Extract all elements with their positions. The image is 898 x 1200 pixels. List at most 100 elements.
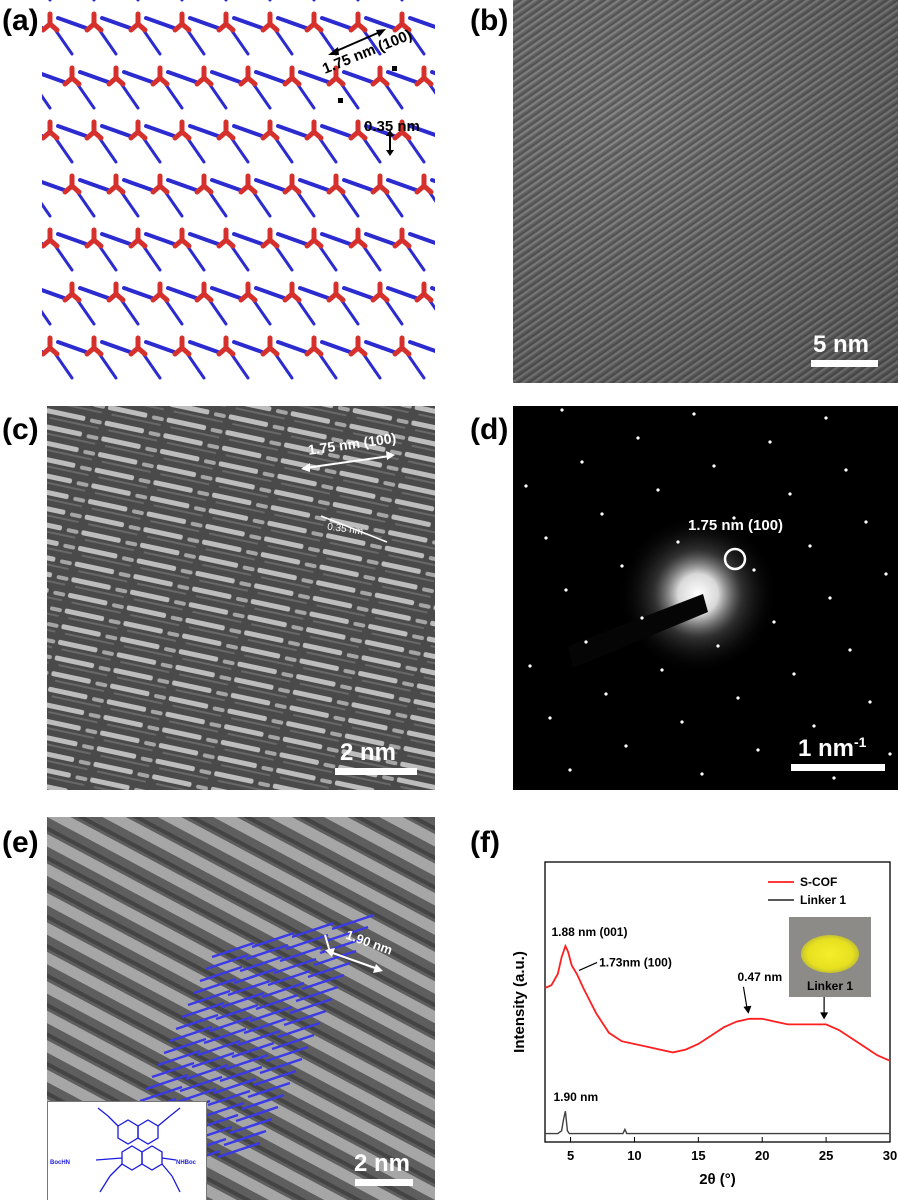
lattice-linker [342, 70, 374, 84]
lattice-node [84, 119, 104, 141]
lattice-linker [232, 16, 264, 30]
overlay-fringe-line [247, 1081, 291, 1099]
diffraction-spot [832, 776, 836, 780]
overlay-fringe-line [261, 981, 305, 999]
linker-photo-label: Linker 1 [806, 979, 854, 993]
lattice-linker [254, 70, 286, 84]
lattice-linker [386, 70, 418, 84]
x-tick-label: 20 [755, 1148, 769, 1163]
lattice-node [194, 281, 214, 303]
scale-bar-e [355, 1179, 413, 1186]
lattice-node [150, 65, 170, 87]
lattice-node [172, 335, 192, 357]
lattice-node [62, 173, 82, 195]
series-line-s-cof [544, 943, 891, 1062]
lattice-linker [56, 340, 88, 354]
lattice-node [128, 227, 148, 249]
overlay-fringe-line [185, 1063, 229, 1081]
lattice-node [260, 11, 280, 33]
lattice-node [42, 335, 60, 357]
overlay-fringe-line [283, 1009, 327, 1027]
overlay-fringe-line [181, 1001, 225, 1019]
scale-label-b: 5 nm [813, 331, 870, 358]
lattice-node [150, 281, 170, 303]
lattice-node [282, 65, 302, 87]
lattice-node [304, 335, 324, 357]
lattice-node [414, 173, 434, 195]
overlay-fringe-line [289, 997, 333, 1015]
lattice-node [216, 335, 236, 357]
lattice-node [84, 335, 104, 357]
lattice-node [304, 227, 324, 249]
peak-label: 0.47 nm [737, 970, 782, 984]
lattice-node [326, 281, 346, 303]
lattice-linker [342, 178, 374, 192]
diffraction-spot [736, 696, 740, 700]
panel-a-lattice: 1.75 nm (100) 0.35 nm [42, 0, 435, 382]
peak-label: 1.90 nm [553, 1090, 598, 1104]
lattice-linker [364, 16, 396, 30]
overlay-fringe-line [313, 949, 357, 967]
overlay-fringe-line [235, 1105, 279, 1123]
lattice-linker [100, 340, 132, 354]
lattice-linker [42, 309, 52, 326]
overlay-fringe-line [245, 943, 289, 961]
overlay-fringe-line [237, 1029, 281, 1047]
overlay-fringe-line [243, 1017, 287, 1035]
scale-label-d-exp: -1 [854, 734, 867, 750]
overlay-fringe-line [229, 1117, 273, 1135]
diffraction-spot [676, 540, 680, 544]
diffraction-spot [564, 588, 568, 592]
x-tick-label: 10 [627, 1148, 641, 1163]
diffraction-spot [792, 672, 796, 676]
structure-label-left: BocHN [50, 1160, 70, 1166]
lattice-structure [42, 0, 435, 380]
plot-frame [544, 861, 891, 1143]
diffraction-spot [848, 648, 852, 652]
overlay-fringe-line [145, 1073, 189, 1091]
lattice-node [348, 11, 368, 33]
panel-label-c: (c) [2, 413, 39, 446]
lattice-linker [42, 201, 52, 218]
overlay-fringe-line [215, 1003, 259, 1021]
diffraction-spot [584, 640, 588, 644]
lattice-linker [276, 124, 308, 138]
x-tick-label: 25 [819, 1148, 833, 1163]
lattice-node [260, 227, 280, 249]
diffraction-spot [712, 464, 716, 468]
lattice-linker [122, 70, 154, 84]
lattice-linker [232, 232, 264, 246]
lattice-linker [78, 178, 110, 192]
lattice-node [370, 65, 390, 87]
overlay-fringe-line [203, 1027, 247, 1045]
overlay-fringe-line [219, 1065, 263, 1083]
diffraction-spot [884, 572, 888, 576]
lattice-linker [56, 124, 88, 138]
diffraction-spot [544, 536, 548, 540]
panel-label-e: (e) [2, 826, 39, 859]
lattice-linker [276, 340, 308, 354]
lattice-node [216, 11, 236, 33]
lattice-node [194, 173, 214, 195]
lattice-linker [42, 180, 66, 192]
overlay-fringe-line [227, 979, 271, 997]
overlay-fringe-line [179, 1075, 223, 1093]
overlay-fringe-line [191, 1051, 235, 1069]
lattice-linker [56, 16, 88, 30]
diffraction-spot [700, 772, 704, 776]
overlay-fringe-line [207, 1089, 251, 1107]
scale-label-e: 2 nm [354, 1150, 411, 1177]
x-tick-label: 15 [691, 1148, 705, 1163]
diffraction-spot [620, 564, 624, 568]
overlay-fringe-line [265, 1045, 309, 1063]
tem-lattice-fringes [513, 0, 898, 383]
lattice-linker [188, 232, 220, 246]
lattice-linker [298, 70, 330, 84]
lattice-linker [166, 70, 198, 84]
lattice-node [260, 119, 280, 141]
lattice-linker [364, 232, 396, 246]
lattice-linker [78, 70, 110, 84]
y-axis-label: Intensity (a.u.) [511, 951, 528, 1053]
lattice-node [128, 11, 148, 33]
panel-label-a: (a) [2, 4, 39, 37]
